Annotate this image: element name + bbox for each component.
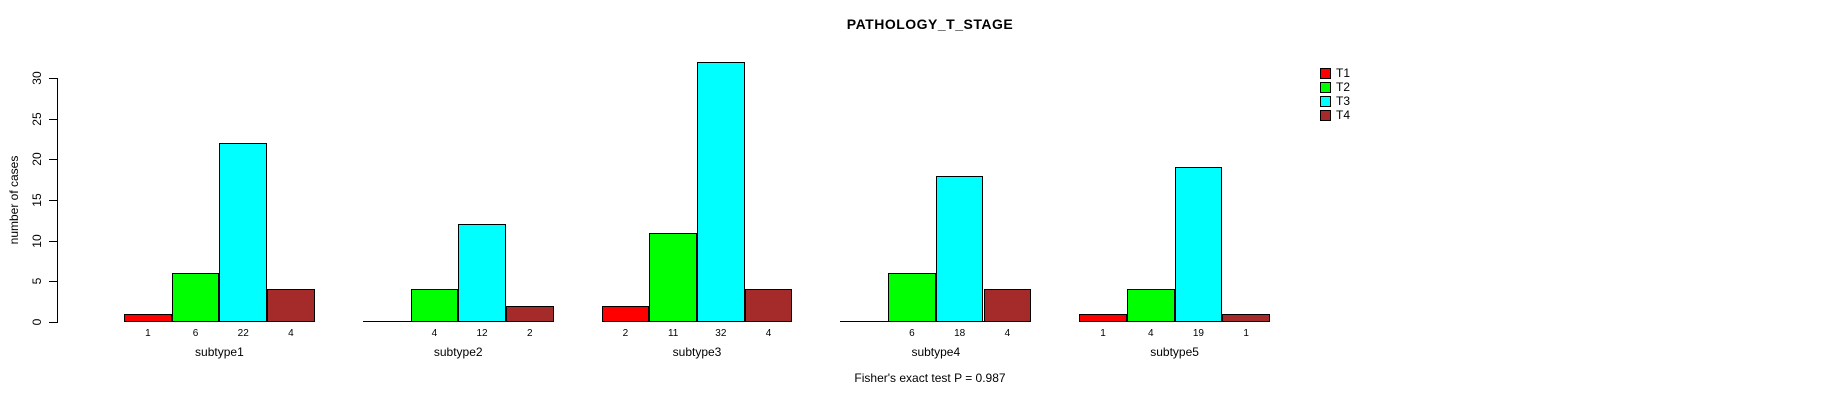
y-tick-label: 20: [30, 152, 44, 167]
chart-title: PATHOLOGY_T_STAGE: [846, 16, 1014, 32]
bar-T3-subtype5: [1174, 167, 1223, 322]
y-tick: [49, 322, 57, 323]
y-tick: [49, 159, 57, 161]
bar-T3-subtype3: [697, 61, 745, 322]
bar-T2-subtype3: [649, 232, 697, 322]
bar-T3-subtype4: [935, 175, 984, 322]
bar-T4-subtype2: [505, 305, 554, 322]
bar-T2-subtype4: [888, 273, 936, 322]
legend-swatch-T4: [1320, 109, 1331, 121]
bar-value-label: 32: [715, 328, 727, 339]
legend: T1 T2 T3 T4: [1320, 66, 1350, 122]
bar-value-label: 2: [526, 328, 533, 339]
category-label: subtype3: [672, 345, 722, 359]
legend-label: T3: [1336, 94, 1351, 108]
bar-T1-subtype5: [1079, 313, 1127, 322]
bar-value-label: 4: [765, 328, 772, 339]
bar-value-label: 1: [145, 328, 151, 339]
bar-T1-subtype1: [124, 313, 172, 322]
y-tick: [49, 200, 57, 201]
bar-value-label: 4: [1147, 328, 1154, 339]
bar-T4-subtype1: [267, 289, 315, 322]
bar-T4-subtype3: [744, 289, 793, 322]
legend-label: T1: [1336, 66, 1351, 80]
bar-T2-subtype2: [410, 289, 459, 322]
fisher-test-annotation: Fisher's exact test P = 0.987: [854, 371, 1006, 385]
legend-swatch-T1: [1320, 67, 1331, 79]
bar-value-label: 4: [1004, 328, 1011, 339]
bar-value-label: 12: [476, 328, 488, 339]
bar-T4-subtype5: [1222, 313, 1270, 322]
bar-T2-subtype5: [1126, 289, 1175, 322]
category-label: subtype4: [911, 345, 961, 359]
bar-T4-subtype4: [983, 289, 1032, 322]
y-tick: [49, 240, 57, 242]
y-tick-label: 5: [30, 277, 44, 285]
bar-T1-subtype3: [601, 305, 650, 322]
bar-value-label: 22: [237, 328, 249, 339]
y-tick: [49, 78, 57, 79]
bar-T3-subtype2: [458, 224, 506, 322]
legend-item-T2: T2: [1320, 80, 1350, 94]
bar-value-label: 19: [1192, 328, 1204, 339]
legend-label: T2: [1336, 80, 1351, 94]
bar-value-label: 4: [431, 328, 438, 339]
y-tick-label: 0: [30, 318, 44, 326]
bar-value-label: 18: [954, 328, 966, 339]
y-tick-label: 10: [30, 233, 44, 248]
group-baseline: [601, 321, 793, 322]
legend-item-T3: T3: [1320, 94, 1350, 108]
legend-item-T1: T1: [1320, 66, 1350, 80]
legend-item-T4: T4: [1320, 108, 1350, 122]
group-baseline: [1079, 321, 1270, 322]
legend-label: T4: [1336, 108, 1351, 122]
y-axis-title: number of cases: [7, 155, 21, 245]
legend-swatch-T2: [1320, 81, 1331, 93]
y-tick-label: 25: [30, 111, 44, 126]
y-axis-line: [57, 78, 58, 323]
y-tick: [49, 281, 57, 283]
category-label: subtype2: [433, 345, 483, 359]
legend-swatch-T3: [1320, 95, 1331, 107]
bar-value-label: 1: [1243, 328, 1249, 339]
bar-value-label: 6: [192, 328, 199, 339]
y-tick: [49, 118, 57, 120]
bar-value-label: 2: [622, 328, 629, 339]
bar-value-label: 6: [909, 328, 915, 339]
bar-value-label: 1: [1100, 328, 1106, 339]
category-label: subtype1: [195, 345, 244, 359]
bar-T2-subtype1: [171, 273, 220, 322]
y-tick-label: 15: [30, 193, 44, 207]
category-label: subtype5: [1150, 345, 1199, 359]
bar-value-label: 11: [667, 328, 679, 339]
y-tick-label: 30: [30, 71, 44, 85]
bar-T3-subtype1: [219, 143, 268, 322]
bar-value-label: 4: [288, 328, 294, 339]
group-baseline: [840, 321, 1032, 322]
